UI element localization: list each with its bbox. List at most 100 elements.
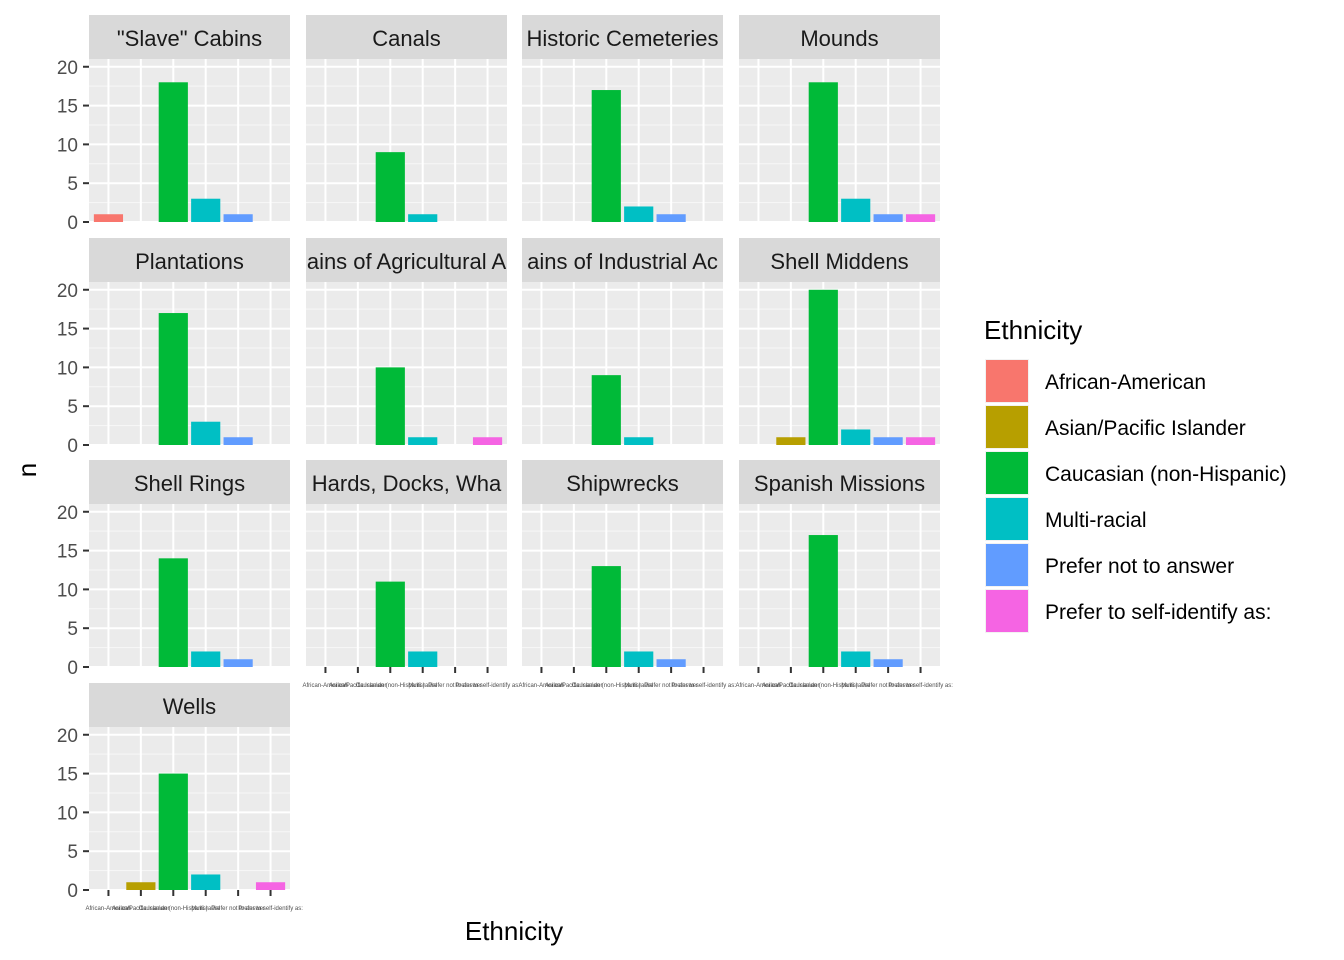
facet-panel: "Slave" Cabins 0 5 10 15 20 [57, 15, 290, 234]
legend-item: Multi-racial [985, 497, 1147, 541]
x-tick-label: African-American [735, 683, 781, 689]
bar [591, 90, 621, 222]
x-tick-label: Asian/Pacific Islander [329, 683, 386, 689]
y-tick-label: 10 [57, 358, 78, 379]
facet-strip [522, 15, 723, 59]
bar [808, 535, 838, 667]
facet-panel: ains of Agricultural A [306, 238, 507, 446]
y-tick-label: 15 [57, 320, 78, 341]
facet-title: Shell Middens [770, 249, 908, 274]
x-tick-label: Caucasian (non-Hispanic) [789, 683, 858, 689]
facet-strip [522, 238, 723, 282]
x-tick-label: African-American [518, 683, 564, 689]
facet-title: ains of Agricultural A [307, 249, 507, 274]
bar [375, 367, 405, 445]
bar [656, 214, 686, 222]
facet-strip [306, 460, 507, 504]
x-tick-label: Multi-racial [841, 683, 870, 689]
facet-panel: Shipwrecks African-AmericanAsian/Pacific … [518, 460, 736, 689]
y-tick-label: 10 [57, 135, 78, 156]
legend-item: African-American [985, 359, 1206, 403]
legend-item: Prefer to self-identify as: [985, 589, 1271, 633]
legend-swatch [986, 498, 1028, 540]
legend-items: African-American Asian/Pacific Islander Ca… [985, 359, 1287, 633]
x-tick-label: Prefer to self-identify as: [455, 683, 520, 689]
facet-strip [306, 15, 507, 59]
y-tick-label: 15 [57, 542, 78, 563]
legend-item: Prefer not to answer [985, 543, 1234, 587]
bar [375, 581, 405, 667]
legend-title: Ethnicity [984, 315, 1082, 345]
facet-title: Spanish Missions [754, 471, 925, 496]
bar [126, 882, 156, 890]
facet-panel: Hards, Docks, Wha African-AmericanAsian/P… [302, 460, 520, 689]
facet-panel: Mounds [739, 15, 940, 223]
legend-swatch [986, 452, 1028, 494]
x-tick-label: Multi-racial [191, 906, 220, 912]
x-tick-label: African-American [302, 683, 348, 689]
y-tick-label: 5 [67, 619, 78, 640]
y-tick-label: 20 [57, 726, 78, 747]
y-tick-label: 20 [57, 58, 78, 79]
bar [191, 421, 221, 445]
facet-title: "Slave" Cabins [117, 26, 262, 51]
plot-background [739, 504, 940, 667]
facet-strip [739, 15, 940, 59]
facet-strip [89, 683, 290, 727]
legend-item: Caucasian (non-Hispanic) [985, 451, 1287, 495]
x-tick-label: Prefer not to answer [644, 683, 698, 689]
bar [841, 198, 871, 222]
bar [776, 437, 806, 445]
x-tick-label: Asian/Pacific Islander [545, 683, 602, 689]
legend-swatch [986, 406, 1028, 448]
facet-title: Plantations [135, 249, 244, 274]
facet-title: Shipwrecks [566, 471, 678, 496]
bar [905, 214, 936, 222]
bar [808, 289, 838, 445]
plot-background [89, 727, 290, 890]
x-tick-label: African-American [85, 906, 131, 912]
y-tick-label: 0 [67, 881, 78, 902]
bar [255, 882, 286, 890]
bar [873, 659, 903, 667]
bar [624, 651, 654, 667]
facet-strip [739, 238, 940, 282]
bar [873, 214, 903, 222]
bar [223, 437, 253, 445]
x-tick-label: Prefer to self-identify as: [238, 906, 303, 912]
facet-panel: ains of Industrial Ac [522, 238, 723, 446]
facet-panels: "Slave" Cabins 0 5 10 15 20 Canals Historic Cem… [57, 15, 953, 912]
legend-label: Multi-racial [1045, 509, 1147, 532]
facet-panel: Historic Cemeteries [522, 15, 723, 223]
facet-panel: Plantations 0 5 10 15 20 [57, 238, 290, 457]
plot-background [306, 282, 507, 445]
bar [158, 773, 188, 890]
y-tick-label: 0 [67, 436, 78, 457]
facet-title: Wells [163, 694, 216, 719]
legend-label: Asian/Pacific Islander [1045, 417, 1246, 440]
bar [591, 566, 621, 667]
x-tick-label: Caucasian (non-Hispanic) [139, 906, 208, 912]
facet-title: Historic Cemeteries [527, 26, 719, 51]
plot-background [306, 59, 507, 222]
bar [472, 437, 503, 445]
plot-background [739, 282, 940, 445]
y-tick-label: 5 [67, 397, 78, 418]
facet-title: Canals [372, 26, 440, 51]
bar [905, 437, 936, 445]
facet-strip [89, 238, 290, 282]
bar [375, 152, 405, 222]
x-tick-label: Prefer not to answer [861, 683, 915, 689]
bar [408, 651, 438, 667]
y-tick-label: 15 [57, 97, 78, 118]
facet-panel: Wells 0 5 10 15 20 African-AmericanAsian/Pacif… [57, 683, 303, 912]
bar [656, 659, 686, 667]
facet-panel: Shell Middens [739, 238, 940, 446]
bar [841, 429, 871, 445]
y-tick-label: 20 [57, 503, 78, 524]
x-tick-label: Prefer to self-identify as: [888, 683, 953, 689]
x-tick-label: Prefer not to answer [428, 683, 482, 689]
x-tick-label: Prefer to self-identify as: [671, 683, 736, 689]
x-tick-label: Prefer not to answer [211, 906, 265, 912]
facet-title: ains of Industrial Ac [527, 249, 718, 274]
